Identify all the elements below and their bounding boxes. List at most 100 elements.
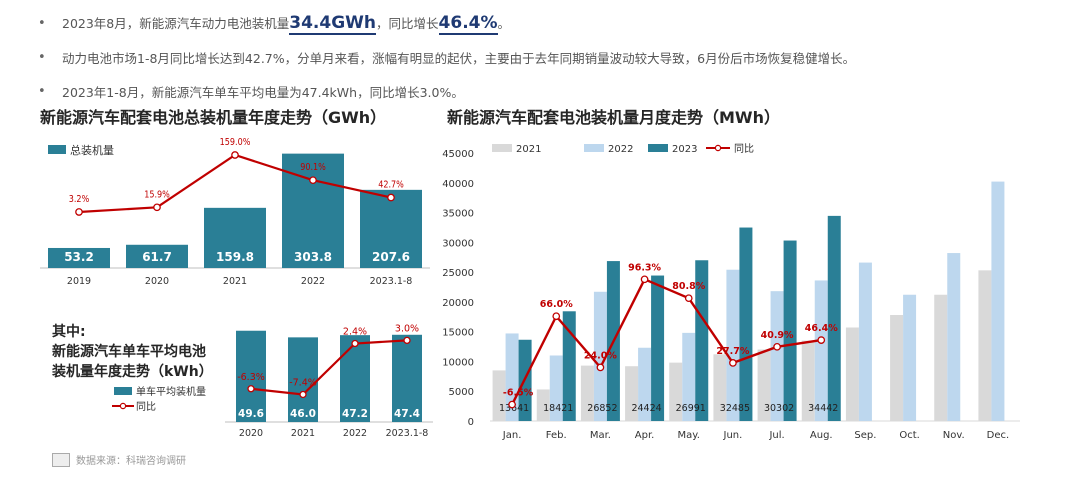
bullet-2: • 动力电池市场1-8月同比增长达到42.7%，分单月来看，涨幅有明显的起伏，主… bbox=[38, 40, 1068, 74]
y-tick-label: 45000 bbox=[442, 149, 474, 160]
bar-2023 bbox=[827, 215, 841, 421]
x-tick-label: 2023.1-8 bbox=[386, 428, 429, 439]
bar-2023-value-label: 26852 bbox=[587, 403, 617, 414]
bullet-2-text: 动力电池市场1-8月同比增长达到42.7%，分单月来看，涨幅有明显的起伏，主要由… bbox=[62, 50, 856, 66]
yoy-point bbox=[153, 203, 161, 212]
x-tick-label: Feb. bbox=[546, 430, 567, 441]
yoy-label: 3.2% bbox=[69, 194, 89, 205]
y-tick-label: 15000 bbox=[442, 328, 474, 339]
bar-2023-value-label: 26991 bbox=[676, 403, 706, 414]
y-tick-label: 25000 bbox=[442, 268, 474, 279]
bar-2022 bbox=[682, 332, 696, 421]
yoy-label: 24.0% bbox=[584, 350, 617, 361]
legend-swatch-avg bbox=[114, 387, 132, 395]
bar-2021 bbox=[580, 365, 594, 421]
bar-value-label: 303.8 bbox=[294, 250, 332, 264]
yoy-growth-line bbox=[511, 277, 822, 406]
yoy-point bbox=[387, 193, 395, 202]
yoy-label: 15.9% bbox=[144, 190, 170, 201]
bar-2021 bbox=[934, 294, 948, 421]
yoy-growth-line bbox=[78, 153, 392, 214]
bar-2023 bbox=[651, 275, 665, 421]
x-tick-label: Jul. bbox=[768, 430, 784, 441]
bar-2021 bbox=[890, 314, 904, 421]
x-tick-label: May. bbox=[678, 430, 700, 441]
bar-2023 bbox=[562, 311, 576, 421]
yoy-point bbox=[75, 208, 83, 216]
yoy-label: 90.1% bbox=[300, 163, 326, 174]
x-tick-label: Oct. bbox=[899, 430, 919, 441]
source-icon bbox=[52, 452, 70, 467]
bar-2023-value-label: 13641 bbox=[499, 403, 529, 414]
bar-total-volume bbox=[204, 207, 266, 268]
bar-2022 bbox=[549, 355, 563, 421]
yoy-label: 27.7% bbox=[716, 346, 749, 357]
bullet-dot: • bbox=[38, 15, 46, 31]
bar-value-label: 49.6 bbox=[238, 408, 264, 420]
bar-2021 bbox=[625, 366, 639, 421]
yoy-label: 80.8% bbox=[672, 281, 705, 292]
yoy-label: 40.9% bbox=[761, 330, 794, 341]
data-source: 数据来源：科瑞咨询调研 bbox=[52, 452, 186, 467]
yoy-label: 46.4% bbox=[805, 323, 838, 334]
legend-marker-yoy bbox=[119, 402, 127, 410]
yoy-growth-line bbox=[250, 339, 408, 396]
bullet-1: • 2023年8月，新能源汽车动力电池装机量34.4GWh，同比增长46.4%。 bbox=[38, 6, 1068, 40]
bar-avg-capacity bbox=[288, 337, 318, 422]
yoy-point bbox=[773, 342, 781, 351]
bar-2023 bbox=[695, 260, 709, 421]
x-tick-label: Jun. bbox=[723, 430, 743, 441]
y-tick-label: 20000 bbox=[442, 298, 474, 309]
monthly-volume-chart: 0 5000 10000 15000 20000 25000 30000 35000 40000… bbox=[442, 143, 1020, 441]
bullet-dot: • bbox=[38, 83, 46, 99]
yoy-label: 42.7% bbox=[378, 180, 404, 191]
bar-2023-value-label: 24424 bbox=[631, 403, 661, 414]
yoy-point bbox=[552, 312, 561, 321]
bar-2021 bbox=[713, 354, 727, 421]
bar-value-label: 47.2 bbox=[342, 408, 368, 420]
bar-2022 bbox=[858, 262, 872, 421]
monthly-chart-title: 新能源汽车配套电池装机量月度走势（MWh） bbox=[447, 108, 780, 127]
bullet-1-middle: ，同比增长 bbox=[376, 16, 439, 31]
bar-2021 bbox=[845, 327, 859, 421]
bar-2022 bbox=[726, 269, 740, 421]
bar-2023 bbox=[739, 227, 753, 421]
legend-swatch bbox=[584, 144, 604, 152]
y-tick-label: 5000 bbox=[449, 387, 474, 398]
bar-avg-capacity bbox=[236, 330, 266, 422]
x-tick-label: 2020 bbox=[145, 276, 169, 287]
yoy-label: 96.3% bbox=[628, 262, 661, 273]
yoy-point bbox=[508, 400, 516, 409]
bullet-3-text: 2023年1-8月，新能源汽车单车平均电量为47.4kWh，同比增长3.0%。 bbox=[62, 84, 464, 100]
bar-2022 bbox=[814, 280, 828, 421]
yoy-label: 66.0% bbox=[540, 299, 573, 310]
per-vehicle-chart-title: 其中: 新能源汽车单车平均电池 装机量年度走势（kWh） bbox=[52, 322, 213, 382]
legend-swatch bbox=[648, 144, 668, 152]
yoy-label: 3.0% bbox=[395, 323, 419, 334]
yoy-label: -7.4% bbox=[289, 377, 317, 388]
y-tick-label: 40000 bbox=[442, 179, 474, 190]
x-tick-label: 2019 bbox=[67, 276, 91, 287]
bar-2022 bbox=[593, 291, 607, 421]
y-tick-label: 0 bbox=[468, 417, 474, 428]
bar-2021 bbox=[757, 349, 771, 421]
legend-label-yoy: 同比 bbox=[136, 401, 156, 413]
yoy-point bbox=[684, 294, 693, 303]
yoy-point bbox=[299, 390, 307, 399]
yoy-label: -6.5% bbox=[503, 388, 534, 399]
x-tick-label: Nov. bbox=[943, 430, 965, 441]
bar-value-label: 61.7 bbox=[142, 250, 172, 264]
yoy-label: 159.0% bbox=[220, 137, 251, 148]
legend-label-total: 总装机量 bbox=[70, 143, 114, 157]
data-source-text: 数据来源：科瑞咨询调研 bbox=[76, 456, 186, 467]
x-tick-label: 2021 bbox=[223, 276, 247, 287]
bar-2023-value-label: 30302 bbox=[764, 403, 794, 414]
bar-value-label: 47.4 bbox=[394, 408, 420, 420]
bar-2023-value-label: 18421 bbox=[543, 403, 573, 414]
legend-marker-yoy bbox=[714, 144, 722, 152]
bullet-1-highlight-growth: 46.4% bbox=[438, 13, 498, 35]
bar-value-label: 53.2 bbox=[64, 250, 94, 264]
bar-2022 bbox=[770, 291, 784, 421]
bar-value-label: 159.8 bbox=[216, 250, 254, 264]
bar-avg-capacity bbox=[392, 334, 422, 422]
